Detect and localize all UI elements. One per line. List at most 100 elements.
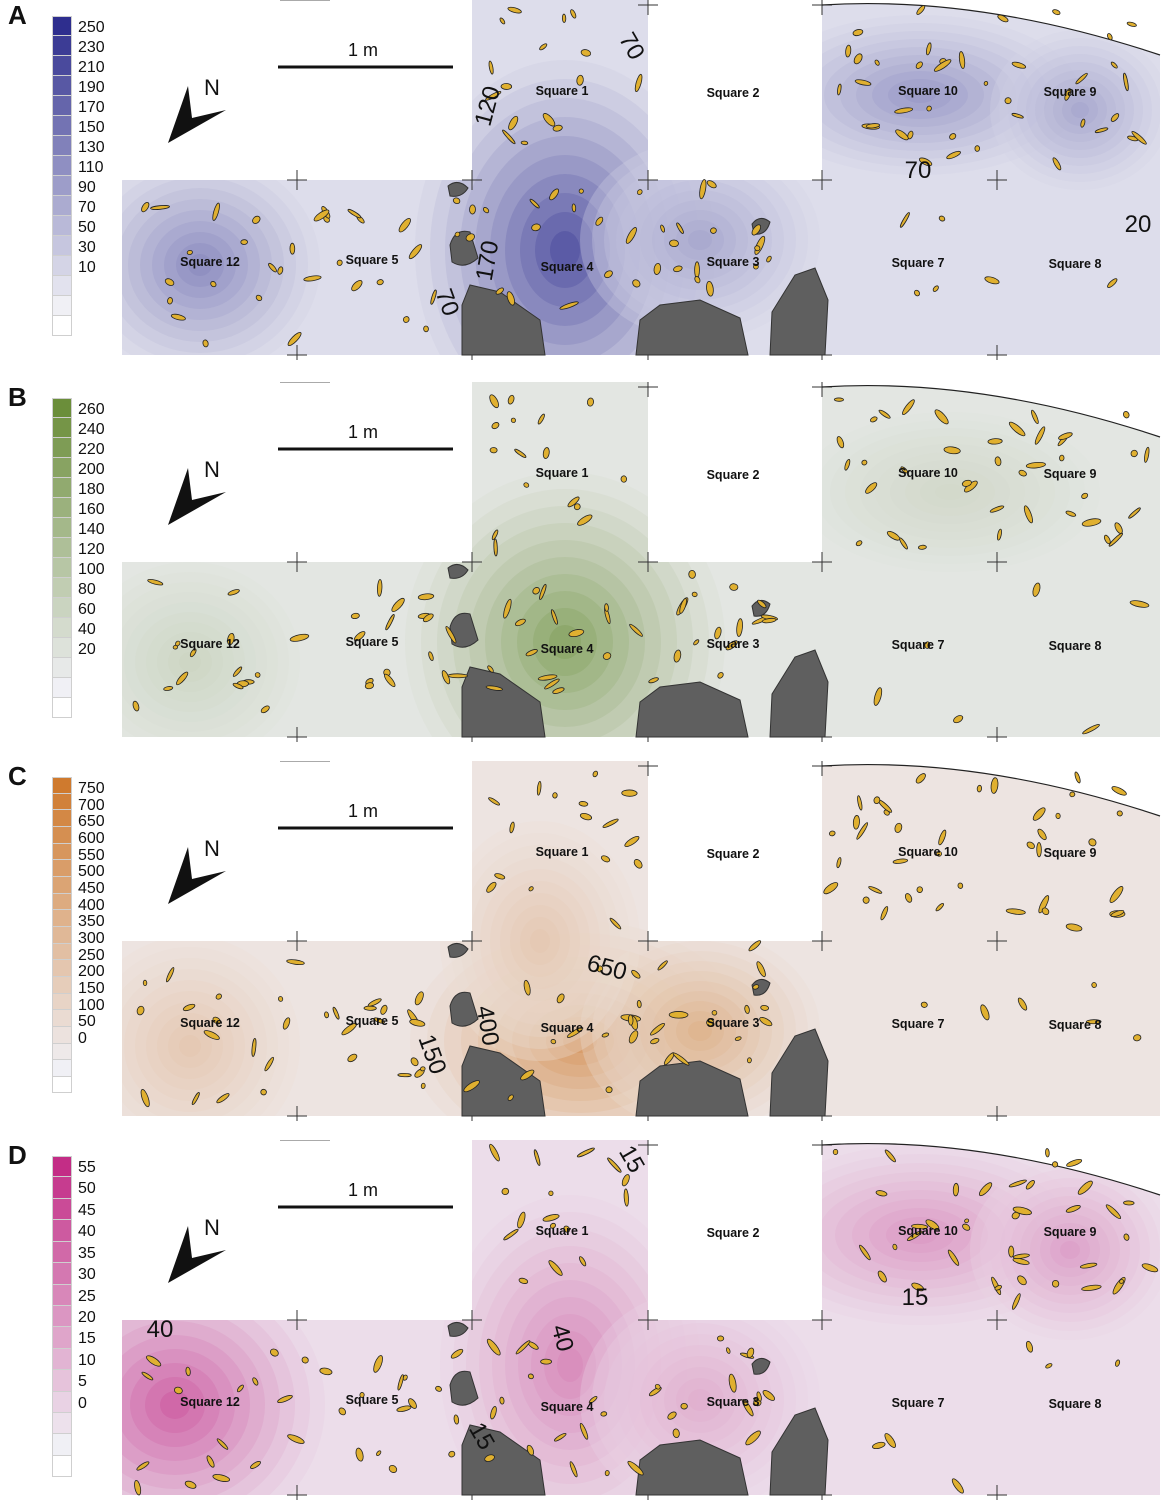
bone-fragment [997, 14, 1009, 23]
bone-fragment [510, 417, 516, 423]
bone-fragment [759, 1016, 773, 1027]
bone-fragment [502, 129, 516, 145]
bone-fragment [987, 438, 1003, 445]
contour-band [122, 188, 284, 342]
bone-fragment [514, 618, 526, 627]
bone-fragment [499, 17, 506, 25]
bone-fragment [227, 589, 240, 596]
bone-fragment [491, 529, 499, 541]
legend-swatch [52, 1348, 72, 1371]
bone-fragment [1106, 33, 1113, 41]
panel-a: A 250 230 210 190 170 150 130 110 90 70 50 30 10 Squar… [0, 0, 1161, 360]
bone-fragment [507, 1094, 514, 1101]
legend-swatch [52, 876, 72, 894]
square-label: Square 1 [536, 845, 589, 859]
bone-fragment [994, 456, 1002, 467]
bone-fragment [388, 1464, 398, 1473]
square-label: Square 2 [707, 847, 760, 861]
square-label: Square 8 [1049, 1018, 1102, 1032]
contour-band [135, 612, 245, 712]
bone-fragment [507, 394, 515, 405]
north-label: N [204, 75, 220, 100]
bone-fragment [1085, 1019, 1102, 1025]
bone-fragment [206, 1455, 215, 1468]
bone-fragment [633, 859, 643, 869]
contour-band [628, 971, 772, 1091]
north-arrow-icon: N [168, 836, 226, 904]
bone-fragment [548, 1260, 563, 1276]
bone-fragment [1065, 1205, 1081, 1213]
bone-fragment [338, 1407, 347, 1416]
bone-fragment [184, 1480, 197, 1489]
bone-fragment [920, 1001, 928, 1008]
legend-swatch [52, 558, 72, 578]
bone-fragment [447, 673, 468, 679]
bone-fragment [506, 291, 515, 306]
legend-swatch [52, 316, 72, 336]
legend-swatch [52, 910, 72, 927]
rock-shape [449, 991, 479, 1027]
bone-fragment [523, 979, 531, 996]
bone-fragment [852, 29, 864, 37]
bone-fragment [766, 255, 772, 263]
bone-fragment [1074, 771, 1081, 784]
bone-fragment [915, 773, 926, 784]
bone-fragment [844, 458, 851, 471]
bone-fragment [577, 514, 593, 526]
contour-band [905, 468, 995, 516]
bone-fragment [961, 479, 972, 487]
bone-fragment [277, 1395, 293, 1404]
bone-fragment [549, 188, 560, 201]
north-label: N [204, 457, 220, 482]
bone-fragment [1081, 492, 1089, 499]
bone-fragment [911, 1282, 925, 1292]
bone-fragment [422, 613, 434, 623]
bone-fragment [761, 617, 777, 624]
legend-tick-label: 0 [78, 1394, 87, 1412]
legend-swatch [52, 438, 72, 458]
contour-value-label: 70 [905, 157, 932, 184]
bone-fragment [212, 1016, 222, 1025]
bone-fragment [974, 145, 981, 152]
bone-fragment [1077, 1180, 1093, 1195]
bone-fragment [717, 672, 724, 679]
bone-fragment [653, 262, 662, 275]
bone-fragment [236, 1384, 244, 1393]
square-label: Square 1 [536, 466, 589, 480]
contour-band [188, 254, 212, 276]
bone-fragment [566, 1027, 584, 1038]
scale-bar-label: 1 m [348, 40, 378, 60]
legend-swatch [52, 1010, 72, 1027]
bone-fragment [552, 124, 563, 132]
legend-tick-label: 350 [78, 913, 105, 931]
excavation-map: Square 1 Square 2 Square 3 Square 4 Square 5… [122, 0, 1161, 360]
legend-color-ramp [52, 777, 74, 1094]
bone-fragment [679, 598, 687, 614]
bone-fragment [1131, 130, 1147, 145]
square-label: Square 1 [536, 1224, 589, 1238]
bone-fragment [734, 1036, 742, 1041]
square-label: Square 2 [707, 468, 760, 482]
contour-band [479, 1246, 661, 1484]
bone-fragment [580, 49, 592, 57]
legend-tick-label: 20 [78, 1309, 96, 1326]
bone-fragment [165, 967, 175, 983]
contour-band [122, 582, 278, 737]
bone-fragment [884, 1149, 896, 1163]
bone-fragment [1123, 411, 1130, 419]
contour-band [531, 1314, 609, 1416]
excavation-map: Square 1 Square 2 Square 3 Square 4 Square 5… [122, 1140, 1161, 1500]
bone-fragment [1025, 1340, 1034, 1353]
bone-fragment [990, 777, 999, 794]
legend-swatch [52, 638, 72, 658]
scale-bar: 1 m [278, 801, 453, 830]
bone-fragment [596, 965, 604, 973]
bone-fragment [150, 205, 170, 210]
bone-fragment [980, 1004, 990, 1021]
rock-shape [769, 649, 829, 738]
bone-fragment [423, 325, 429, 333]
bone-fragment [756, 1391, 762, 1402]
contour-band [490, 155, 640, 345]
bone-fragment [904, 893, 913, 903]
contour-band [1071, 102, 1089, 118]
